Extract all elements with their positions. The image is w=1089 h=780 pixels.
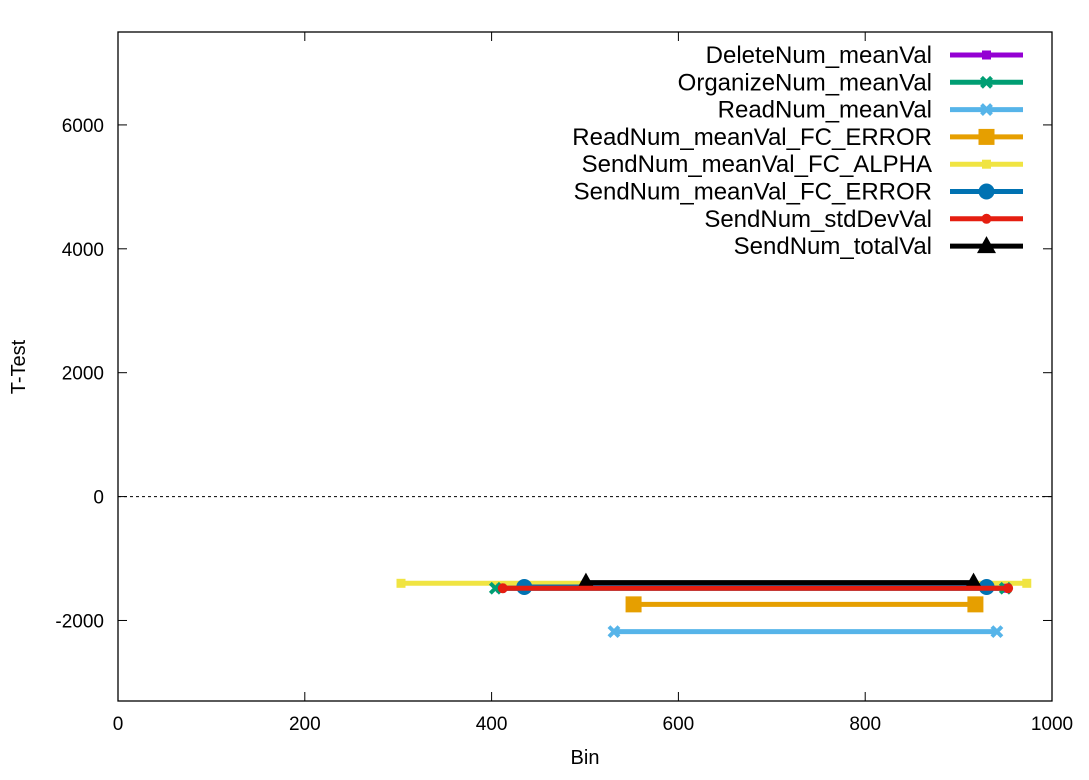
legend-marker-readnum-meanval	[980, 103, 993, 117]
legend-label-deletenum-meanval: DeleteNum_meanVal	[706, 42, 932, 69]
y-axis-label: T-Test	[8, 339, 30, 394]
series-readnum-meanval	[607, 625, 1004, 639]
data-point-organizenum-meanval	[488, 581, 502, 595]
series-sendnum-totalval	[576, 572, 984, 590]
legend-marker-sendnum-totalval	[977, 236, 996, 254]
x-tick-label: 0	[113, 714, 124, 735]
legend-marker-readnum-meanval-fc-error	[978, 128, 995, 145]
plot-area	[117, 31, 1053, 702]
legend-marker-sendnum-meanval-fc-alpha	[982, 159, 991, 169]
legend-label-sendnum-meanval-fc-alpha: SendNum_meanVal_FC_ALPHA	[582, 151, 932, 178]
x-axis: 0 200 400 600 800 1000	[113, 32, 1073, 735]
data-point-readnum-meanval-fc-error	[625, 596, 642, 613]
legend-marker-organizenum-meanval	[980, 75, 993, 89]
legend-label-sendnum-totalval: SendNum_totalVal	[734, 233, 932, 260]
legend: DeleteNum_meanValOrganizeNum_meanValRead…	[572, 42, 1023, 260]
y-axis: -2000 0 2000 4000 6000	[55, 116, 1052, 632]
data-point-sendnum-totalval	[964, 572, 984, 590]
x-tick-label: 400	[476, 714, 508, 735]
y-tick-label: 0	[93, 488, 104, 509]
legend-label-readnum-meanval: ReadNum_meanVal	[718, 97, 932, 124]
data-point-readnum-meanval-fc-error	[967, 596, 984, 613]
y-tick-label: 2000	[62, 364, 104, 385]
data-point-sendnum-totalval	[576, 572, 596, 590]
series-readnum-meanval-fc-error	[625, 596, 984, 613]
legend-marker-sendnum-stddevval	[981, 213, 992, 224]
data-point-sendnum-stddevval	[1003, 583, 1014, 594]
legend-label-sendnum-meanval-fc-error: SendNum_meanVal_FC_ERROR	[574, 179, 932, 206]
y-tick-label: -2000	[55, 611, 104, 632]
y-tick-label: 4000	[62, 240, 104, 261]
x-tick-label: 1000	[1031, 714, 1073, 735]
series-sendnum-stddevval	[497, 583, 1014, 594]
legend-marker-sendnum-meanval-fc-error	[978, 183, 995, 200]
legend-label-readnum-meanval-fc-error: ReadNum_meanVal_FC_ERROR	[572, 124, 932, 151]
data-point-sendnum-meanval-fc-alpha	[396, 578, 406, 588]
data-point-sendnum-stddevval	[497, 583, 508, 594]
data-point-readnum-meanval	[990, 625, 1004, 639]
data-point-sendnum-meanval-fc-alpha	[1022, 578, 1032, 588]
legend-marker-deletenum-meanval	[982, 50, 991, 60]
x-tick-label: 200	[289, 714, 321, 735]
series-layer	[396, 572, 1032, 639]
x-tick-label: 800	[849, 714, 881, 735]
y-tick-label: 6000	[62, 116, 104, 137]
data-point-readnum-meanval	[607, 625, 621, 639]
x-axis-label: Bin	[571, 747, 600, 769]
legend-label-sendnum-stddevval: SendNum_stdDevVal	[704, 206, 932, 233]
x-tick-label: 600	[663, 714, 695, 735]
legend-label-organizenum-meanval: OrganizeNum_meanVal	[678, 69, 932, 96]
